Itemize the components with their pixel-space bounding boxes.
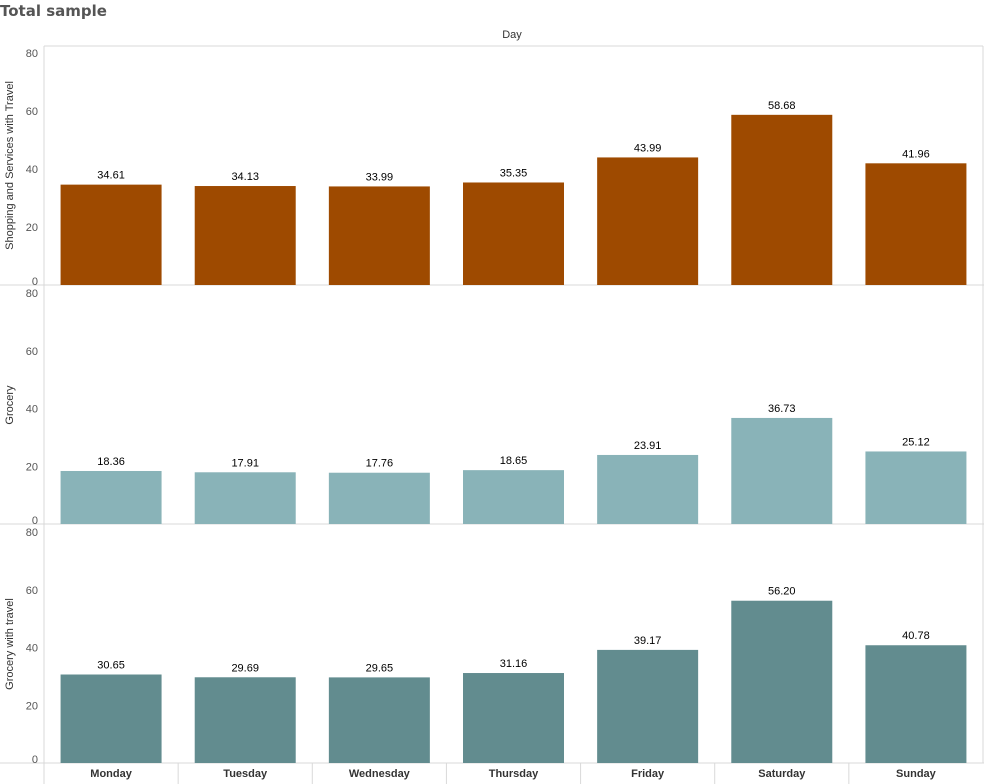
bar [60,470,162,524]
data-label: 56.20 [768,586,796,598]
data-label: 29.69 [231,662,259,674]
data-label: 36.73 [768,403,796,415]
bar [463,673,564,763]
data-label: 31.16 [500,658,528,670]
bar [194,186,296,285]
bar [597,454,699,524]
bar [328,472,430,524]
x-tick-label: Sunday [896,768,937,780]
y-tick-label: 40 [26,643,38,655]
data-label: 40.78 [902,630,930,642]
data-label: 34.13 [231,171,259,183]
bar [328,186,430,285]
bar [328,677,430,763]
data-label: 34.61 [97,170,125,182]
bar [194,472,296,524]
y-tick-label: 0 [32,515,38,527]
data-label: 33.99 [366,171,394,183]
y-tick-label: 80 [26,288,38,300]
y-tick-label: 60 [26,585,38,597]
y-tick-label: 0 [32,754,38,766]
bar [463,182,564,285]
x-tick-label: Friday [631,768,665,780]
bar [731,114,833,285]
data-label: 18.36 [97,456,125,468]
data-label: 29.65 [366,662,394,674]
data-label: 17.91 [231,457,259,469]
x-tick-label: Thursday [489,768,539,780]
y-tick-label: 80 [26,48,38,60]
bar [731,417,833,524]
bar [865,645,967,763]
x-tick-label: Wednesday [349,768,411,780]
bar [597,157,699,285]
bar [865,451,967,524]
x-tick-label: Tuesday [223,768,268,780]
data-label: 18.65 [500,455,528,467]
data-label: 43.99 [634,142,662,154]
bar [731,600,833,763]
chart-title: Total sample [0,2,107,20]
y-tick-label: 40 [26,404,38,416]
y-tick-label: 20 [26,222,38,234]
bar [865,163,967,285]
data-label: 23.91 [634,440,662,452]
column-header: Day [502,29,522,41]
y-axis-label: Grocery with travel [4,598,16,690]
y-tick-label: 40 [26,164,38,176]
data-label: 58.68 [768,100,796,112]
y-axis-label: Shopping and Services with Travel [4,81,16,250]
bar [60,184,162,285]
bar [597,649,699,763]
y-tick-label: 80 [26,527,38,539]
x-tick-label: Saturday [758,768,806,780]
y-tick-label: 20 [26,461,38,473]
x-tick-label: Monday [90,768,132,780]
bar [60,674,162,763]
bar [463,470,564,524]
data-label: 30.65 [97,659,125,671]
y-axis-label: Grocery [4,385,16,425]
bar [194,677,296,763]
data-label: 17.76 [366,458,394,470]
y-tick-label: 60 [26,106,38,118]
data-label: 39.17 [634,635,662,647]
data-label: 35.35 [500,167,528,179]
y-tick-label: 20 [26,700,38,712]
y-tick-label: 0 [32,276,38,288]
data-label: 41.96 [902,148,930,160]
y-tick-label: 60 [26,346,38,358]
data-label: 25.12 [902,436,930,448]
